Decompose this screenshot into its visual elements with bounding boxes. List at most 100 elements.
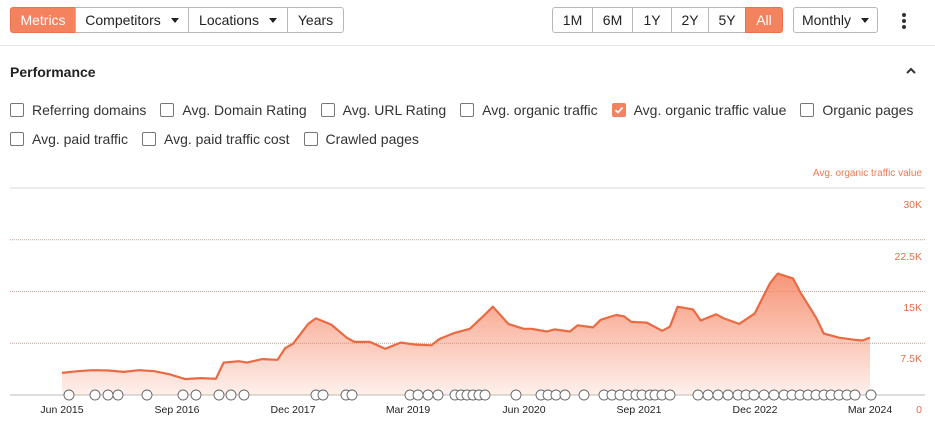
series-line (61, 272, 871, 381)
annotation-marker-icon[interactable] (346, 389, 358, 401)
kebab-icon[interactable] (902, 13, 906, 29)
metric-avg-paid-traffic[interactable]: Avg. paid traffic (10, 131, 128, 147)
checkbox[interactable] (800, 103, 815, 117)
annotation-marker-icon[interactable] (758, 389, 770, 401)
metric-label: Organic pages (822, 102, 914, 118)
annotation-marker-icon[interactable] (238, 389, 250, 401)
range-2y-button[interactable]: 2Y (671, 7, 709, 33)
metric-label: Avg. organic traffic (482, 102, 598, 118)
y-tick-label: 7.5K (900, 353, 922, 365)
annotation-marker-icon[interactable] (702, 389, 714, 401)
interval-selector: Monthly (793, 7, 878, 33)
annotation-marker-icon[interactable] (550, 389, 562, 401)
annotation-marker-icon[interactable] (559, 389, 571, 401)
metric-avg-url-rating[interactable]: Avg. URL Rating (320, 102, 447, 118)
range-label: 1Y (643, 12, 661, 28)
annotation-marker-icon[interactable] (768, 389, 780, 401)
x-tick-label: Sep 2016 (155, 404, 200, 416)
metric-options-row-1: Referring domains Avg. Domain Rating Avg… (10, 102, 927, 118)
metric-avg-organic-traffic-value[interactable]: Avg. organic traffic value (611, 102, 786, 118)
metric-crawled-pages[interactable]: Crawled pages (303, 131, 419, 147)
annotation-marker-icon[interactable] (578, 389, 590, 401)
annotation-marker-icon[interactable] (510, 389, 522, 401)
checkbox[interactable] (10, 132, 24, 146)
checkbox[interactable] (10, 103, 24, 117)
annotation-marker-icon[interactable] (479, 389, 491, 401)
x-tick-label: Mar 2019 (386, 404, 431, 416)
annotation-marker-icon[interactable] (213, 389, 225, 401)
range-label: 5Y (718, 12, 736, 28)
annotation-marker-icon[interactable] (102, 389, 114, 401)
metric-label: Avg. URL Rating (342, 102, 447, 118)
annotation-marker-icon[interactable] (225, 389, 237, 401)
metric-options-row-2: Avg. paid traffic Avg. paid traffic cost… (10, 131, 433, 147)
annotation-marker-icon[interactable] (432, 389, 444, 401)
x-tick-label: Mar 2024 (848, 404, 893, 416)
annotation-marker-icon[interactable] (865, 389, 877, 401)
annotation-marker-icon[interactable] (422, 389, 434, 401)
checkbox[interactable] (320, 103, 335, 117)
annotation-marker-icon[interactable] (722, 389, 734, 401)
range-6m-button[interactable]: 6M (592, 7, 633, 33)
tab-metrics[interactable]: Metrics (10, 7, 76, 33)
x-tick-label: Dec 2017 (271, 404, 316, 416)
caret-down-icon (170, 17, 179, 23)
top-toolbar: Metrics Competitors Locations Years 1M 6… (0, 0, 935, 46)
metric-referring-domains[interactable]: Referring domains (10, 102, 146, 118)
annotation-marker-icon[interactable] (89, 389, 101, 401)
x-tick-label: Dec 2022 (733, 404, 778, 416)
range-selector: 1M 6M 1Y 2Y 5Y All (552, 7, 783, 33)
annotation-marker-icon[interactable] (412, 389, 424, 401)
range-label: 2Y (681, 12, 699, 28)
y-axis: 30K 22.5K 15K 7.5K 0 (895, 199, 923, 416)
range-5y-button[interactable]: 5Y (708, 7, 746, 33)
view-tabs: Metrics Competitors Locations Years (10, 7, 344, 33)
interval-label: Monthly (801, 12, 852, 28)
range-all-button[interactable]: All (745, 7, 783, 33)
metric-label: Referring domains (32, 102, 147, 118)
range-label: All (756, 12, 772, 28)
caret-down-icon (268, 17, 277, 23)
chevron-up-icon[interactable] (906, 66, 916, 76)
range-1y-button[interactable]: 1Y (632, 7, 672, 33)
annotation-marker-icon[interactable] (692, 389, 704, 401)
annotation-marker-icon[interactable] (63, 389, 75, 401)
annotation-marker-icon[interactable] (849, 389, 861, 401)
tab-locations-label: Locations (199, 12, 259, 28)
annotation-marker-icon[interactable] (190, 389, 202, 401)
checkbox[interactable] (303, 132, 318, 146)
checkbox-checked[interactable] (611, 103, 626, 117)
tab-competitors-label: Competitors (85, 12, 161, 28)
x-tick-label: Sep 2021 (617, 404, 662, 416)
annotation-marker-icon[interactable] (141, 389, 153, 401)
y-tick-label: 0 (916, 404, 922, 416)
annotation-marker-icon[interactable] (748, 389, 760, 401)
tab-competitors[interactable]: Competitors (75, 7, 189, 33)
annotation-marker-icon[interactable] (317, 389, 329, 401)
checkbox[interactable] (141, 132, 156, 146)
tab-locations[interactable]: Locations (188, 7, 288, 33)
checkbox[interactable] (460, 103, 475, 117)
annotation-marker-icon[interactable] (177, 389, 189, 401)
metric-organic-pages[interactable]: Organic pages (800, 102, 913, 118)
series-legend-label: Avg. organic traffic value (813, 168, 923, 179)
checkmark-icon (614, 106, 623, 114)
interval-dropdown[interactable]: Monthly (793, 7, 878, 33)
section-title: Performance (10, 64, 96, 80)
annotation-marker-icon[interactable] (664, 389, 676, 401)
traffic-value-chart: Avg. organic traffic value 30K 22.5K 15K 7.… (10, 168, 925, 416)
annotation-marker-icon[interactable] (712, 389, 724, 401)
range-label: 6M (602, 12, 623, 28)
x-tick-label: Jun 2015 (40, 404, 83, 416)
x-axis: Jun 2015 Sep 2016 Dec 2017 Mar 2019 Jun 2020… (40, 404, 892, 416)
range-1m-button[interactable]: 1M (552, 7, 593, 33)
metric-avg-paid-traffic-cost[interactable]: Avg. paid traffic cost (141, 131, 290, 147)
metric-label: Crawled pages (325, 131, 419, 147)
metric-avg-organic-traffic[interactable]: Avg. organic traffic (460, 102, 598, 118)
tab-years-label: Years (297, 12, 334, 28)
checkbox[interactable] (160, 103, 175, 117)
metric-avg-domain-rating[interactable]: Avg. Domain Rating (160, 102, 307, 118)
metric-label: Avg. paid traffic (32, 131, 128, 147)
tab-years[interactable]: Years (287, 7, 344, 33)
annotation-marker-icon[interactable] (112, 389, 124, 401)
